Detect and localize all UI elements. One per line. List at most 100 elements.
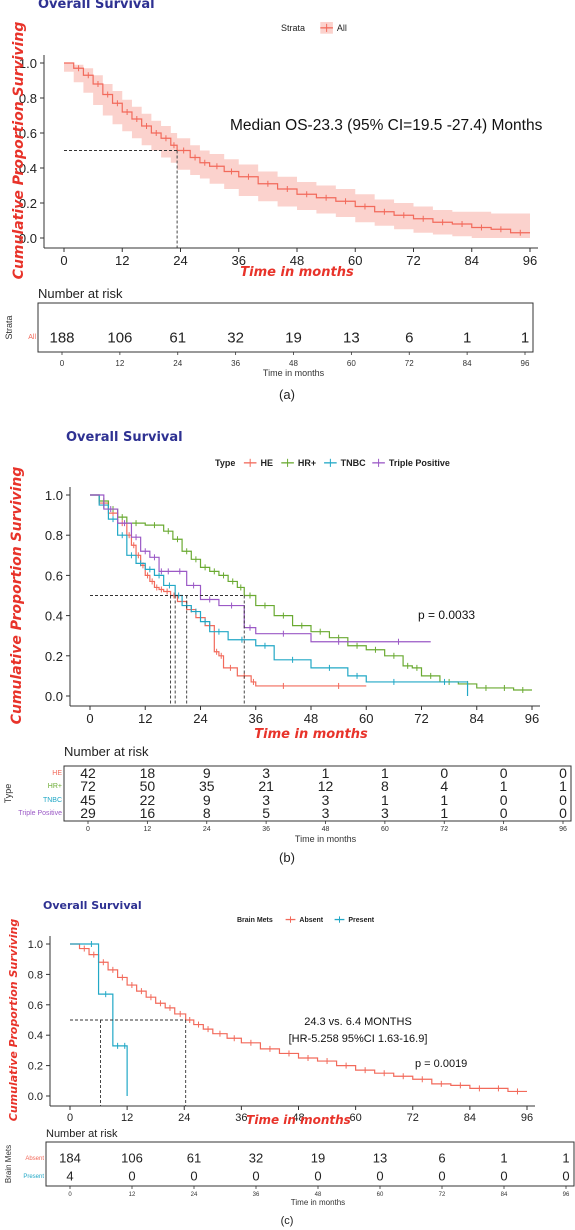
- risk-row-label: HR+: [48, 783, 62, 790]
- risk-cell: 8: [203, 805, 211, 821]
- panel-caption: (a): [279, 387, 295, 402]
- risk-tick-label: 48: [289, 359, 298, 368]
- x-tick-label: 96: [523, 253, 537, 268]
- risk-tick-label: 60: [347, 359, 356, 368]
- y-tick-label: 0.6: [19, 126, 37, 141]
- risk-cell: 13: [343, 329, 360, 346]
- risk-cell: 3: [322, 792, 330, 808]
- legend-title: Type: [215, 458, 235, 468]
- x-tick-label: 60: [359, 711, 373, 726]
- risk-row-label: Absent: [25, 1156, 44, 1162]
- risk-cell: 1: [440, 805, 448, 821]
- risk-tick-label: 48: [315, 1192, 322, 1198]
- risk-tick-label: 96: [521, 359, 530, 368]
- risk-cell: 0: [500, 1169, 507, 1184]
- risk-tick-label: 36: [253, 1192, 260, 1198]
- legend: Strata All: [281, 22, 347, 34]
- legend-entry: All: [337, 23, 347, 33]
- risk-cell: 12: [318, 778, 334, 794]
- confidence-band: [64, 63, 530, 238]
- x-tick-label: 36: [232, 253, 246, 268]
- legend-entry: Absent: [299, 917, 323, 924]
- risk-tick-label: 84: [500, 826, 508, 833]
- x-tick-label: 12: [115, 253, 129, 268]
- y-tick-label: 0.2: [45, 649, 63, 664]
- risk-cell: 0: [500, 792, 508, 808]
- x-tick-label: 36: [249, 711, 263, 726]
- series-group: [64, 62, 530, 238]
- risk-tick-label: 12: [129, 1192, 136, 1198]
- risk-tick-label: 84: [463, 359, 472, 368]
- risk-cell: 9: [203, 765, 211, 781]
- legend-entry: HR+: [298, 458, 316, 468]
- risk-tick-label: 0: [68, 1192, 72, 1198]
- legend: Brain Mets Absent Present: [237, 916, 375, 924]
- y-tick-label: 0.4: [19, 161, 37, 176]
- survival-curve-triple-positive: [90, 494, 431, 643]
- risk-cell: 32: [249, 1151, 263, 1166]
- x-tick-label: 36: [235, 1112, 247, 1124]
- risk-cell: 1: [562, 1151, 569, 1166]
- risk-table-axis-label: Strata: [4, 315, 14, 339]
- risk-tick-label: 48: [322, 826, 330, 833]
- x-tick-label: 72: [406, 253, 420, 268]
- x-axis-label: Time in months: [246, 1113, 351, 1127]
- risk-cell: 4: [66, 1169, 73, 1184]
- risk-cell: 0: [128, 1169, 135, 1184]
- risk-row-label: Present: [23, 1174, 44, 1180]
- risk-cell: 0: [559, 805, 567, 821]
- panel-caption: (b): [279, 850, 295, 865]
- legend-entry: Triple Positive: [389, 458, 450, 468]
- risk-cell: 18: [140, 765, 156, 781]
- risk-row-label: All: [28, 334, 36, 341]
- annotation: 24.3 vs. 6.4 MONTHS: [304, 1016, 412, 1028]
- risk-tick-label: 60: [381, 826, 389, 833]
- risk-row-label: TNBC: [43, 797, 62, 804]
- x-tick-label: 84: [465, 253, 479, 268]
- y-tick-label: 0.8: [19, 91, 37, 106]
- legend-title: Brain Mets: [237, 917, 273, 924]
- x-axis-label: Time in months: [240, 265, 354, 280]
- risk-tick-label: 36: [231, 359, 240, 368]
- annotation: [HR-5.258 95%CI 1.63-16.9]: [289, 1033, 428, 1045]
- median-lines: [70, 1019, 187, 1106]
- median-lines: [90, 595, 245, 706]
- panel-caption: (c): [281, 1215, 294, 1227]
- x-tick-label: 84: [464, 1112, 476, 1124]
- x-tick-label: 0: [86, 711, 93, 726]
- risk-cell: 0: [500, 805, 508, 821]
- legend-entry: TNBC: [341, 458, 366, 468]
- risk-cell: 0: [559, 765, 567, 781]
- risk-cell: 1: [381, 765, 389, 781]
- legend-entry: HE: [260, 458, 273, 468]
- risk-cell: 106: [107, 329, 132, 346]
- x-tick-label: 72: [407, 1112, 419, 1124]
- risk-row-label: HE: [52, 770, 62, 777]
- risk-cell: 3: [262, 765, 270, 781]
- risk-cell: 19: [285, 329, 302, 346]
- chart-title: Overall Survival: [66, 430, 183, 445]
- risk-cell: 0: [190, 1169, 197, 1184]
- risk-tick-label: 72: [440, 826, 448, 833]
- risk-tick-label: 72: [405, 359, 414, 368]
- risk-cell: 61: [169, 329, 186, 346]
- y-axis-label: Cumulative Proportion Surviving: [11, 22, 27, 280]
- legend-title: Strata: [281, 23, 305, 33]
- risk-cell: 1: [521, 329, 529, 346]
- risk-table-frame: [63, 765, 572, 822]
- x-tick-label: 48: [304, 711, 318, 726]
- risk-cell: 13: [373, 1151, 387, 1166]
- risk-cell: 3: [262, 792, 270, 808]
- risk-cell: 8: [381, 778, 389, 794]
- risk-cell: 1: [440, 792, 448, 808]
- x-tick-label: 12: [138, 711, 152, 726]
- annotation: p = 0.0019: [415, 1058, 467, 1070]
- y-tick-label: 0.0: [45, 689, 63, 704]
- risk-cell: 188: [49, 329, 74, 346]
- y-tick-label: 1.0: [28, 939, 43, 951]
- risk-cell: 1: [500, 778, 508, 794]
- risk-cell: 3: [322, 805, 330, 821]
- risk-table-frame: [45, 1141, 575, 1187]
